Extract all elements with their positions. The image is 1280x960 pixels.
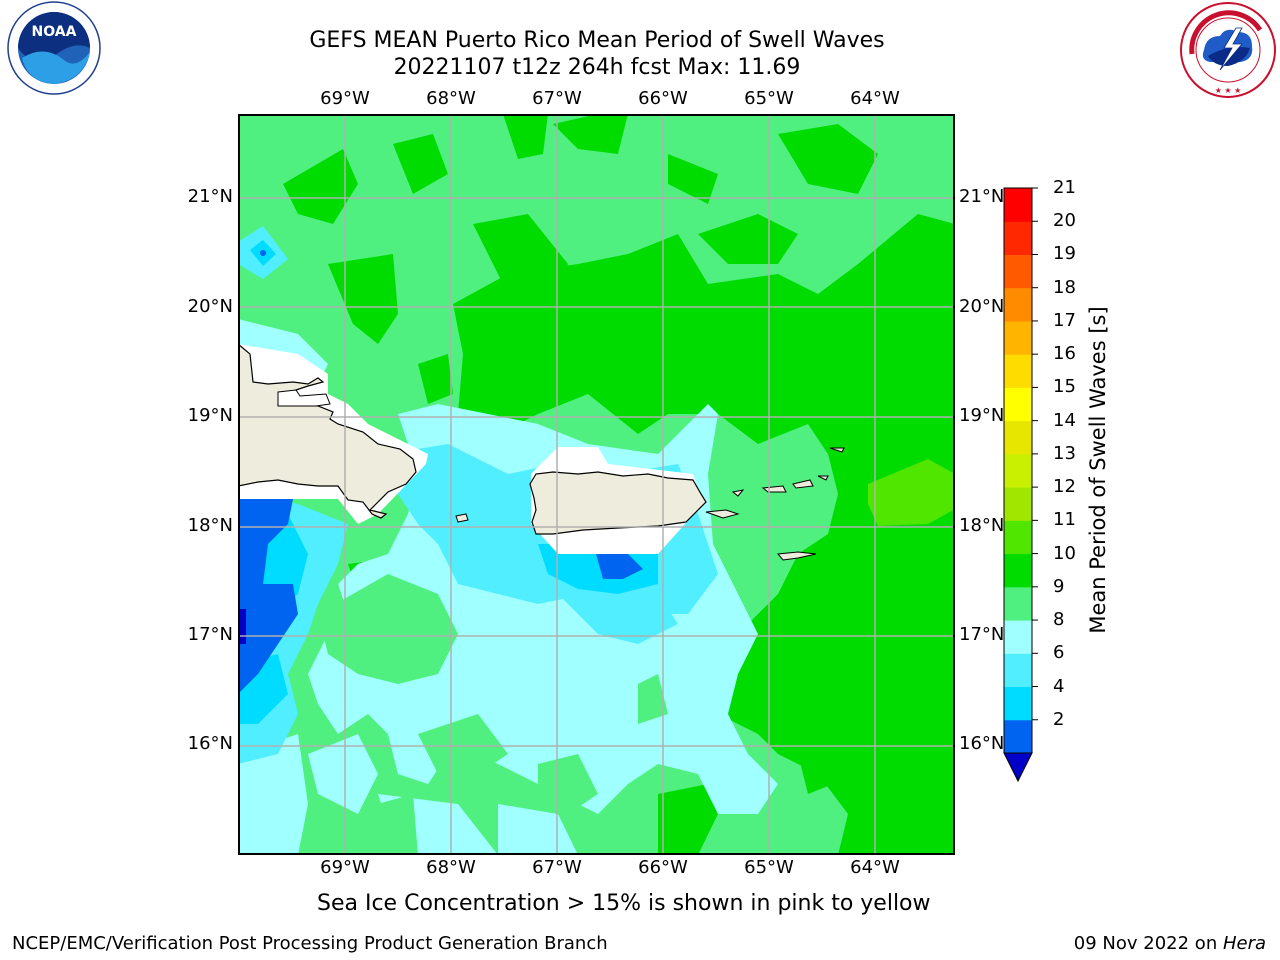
field-spot	[238, 226, 288, 279]
colorbar-tick-label: 11	[1053, 509, 1076, 531]
field-9-10-inner	[318, 574, 668, 855]
lat-label-right: 18°N	[959, 515, 1005, 536]
mona-island	[455, 513, 469, 523]
footer-credit: NCEP/EMC/Verification Post Processing Pr…	[12, 933, 608, 954]
lat-label-left: 20°N	[187, 296, 233, 317]
lon-label-top: 68°W	[426, 88, 476, 109]
lat-label-right: 19°N	[959, 405, 1005, 426]
colorbar-label: Mean Period of Swell Waves [s]	[1086, 306, 1110, 634]
colorbar-swatch	[1004, 354, 1032, 388]
lon-label-bottom: 65°W	[744, 857, 794, 878]
graticule	[238, 114, 955, 855]
colorbar-swatch	[1004, 653, 1032, 688]
sea-ice-note: Sea Ice Concentration > 15% is shown in …	[317, 891, 931, 916]
colorbar-tick-label: 16	[1053, 343, 1076, 365]
lat-label-right: 17°N	[959, 624, 1005, 645]
colorbar-swatch	[1004, 520, 1032, 555]
noaa-logo: NOAA	[7, 1, 101, 95]
colorbar-swatch	[1004, 420, 1032, 455]
colorbar-tick-label: 17	[1053, 309, 1076, 331]
colorbar-tick-label: 9	[1053, 575, 1065, 597]
colorbar-tick-label: 4	[1053, 675, 1065, 697]
colorbar-swatch	[1004, 320, 1032, 355]
field-4-6	[238, 499, 643, 694]
lon-label-bottom: 67°W	[532, 857, 582, 878]
colorbar-tick-label: 6	[1053, 642, 1065, 664]
colorbar-swatch	[1004, 586, 1032, 621]
lat-label-right: 21°N	[959, 186, 1005, 207]
colorbar-tick-label: 18	[1053, 276, 1076, 298]
hispaniola-outline	[277, 389, 331, 407]
lon-label-top: 64°W	[850, 88, 900, 109]
lat-label-left: 16°N	[187, 733, 233, 754]
colorbar-frame	[1003, 187, 1033, 754]
lon-label-top: 66°W	[638, 88, 688, 109]
map-frame	[238, 114, 955, 855]
lat-label-left: 19°N	[187, 405, 233, 426]
colorbar-tick-label: 20	[1053, 210, 1076, 232]
lat-label-left: 21°N	[187, 186, 233, 207]
colorbar-swatch	[1004, 686, 1032, 721]
footer-machine: Hera	[1222, 933, 1266, 954]
noaa-logo-text: NOAA	[32, 24, 77, 40]
lon-label-top: 65°W	[744, 88, 794, 109]
colorbar-tick-label: 10	[1053, 542, 1076, 564]
colorbar-swatch	[1004, 287, 1032, 322]
colorbar-swatch	[1004, 221, 1032, 255]
colorbar-swatch	[1004, 553, 1032, 588]
field-10-11	[283, 114, 955, 855]
colorbar-swatch	[1004, 487, 1032, 521]
colorbar-swatch	[1004, 387, 1032, 422]
lat-label-right: 20°N	[959, 296, 1005, 317]
colorbar-swatch	[1004, 453, 1032, 488]
lon-label-top: 69°W	[320, 88, 370, 109]
field-11-12	[868, 459, 955, 526]
colorbar-tick-label: 2	[1053, 708, 1065, 730]
colorbar-tick-label: 21	[1053, 177, 1076, 198]
lon-label-bottom: 64°W	[850, 857, 900, 878]
lon-label-bottom: 68°W	[426, 857, 476, 878]
lon-label-bottom: 66°W	[638, 857, 688, 878]
colorbar-tick-label: 15	[1053, 376, 1076, 398]
colorbar-tick-label: 19	[1053, 243, 1076, 265]
lat-label-left: 18°N	[187, 515, 233, 536]
footer-date-text: 09 Nov 2022 on	[1073, 933, 1223, 954]
lon-label-top: 67°W	[532, 88, 582, 109]
virgin-islands	[705, 447, 845, 561]
footer-date: 09 Nov 2022 on Hera	[1074, 933, 1266, 955]
colorbar-extend-triangle	[1003, 752, 1033, 783]
colorbar-swatch	[1004, 188, 1032, 222]
lat-label-right: 16°N	[959, 733, 1005, 754]
colorbar-swatch	[1004, 620, 1032, 654]
nws-logo: ★ ★ ★	[1180, 2, 1276, 98]
map-title: GEFS MEAN Puerto Rico Mean Period of Swe…	[309, 28, 885, 53]
swell-period-map	[238, 114, 955, 855]
colorbar-swatch	[1004, 254, 1032, 289]
colorbar-tick-label: 14	[1053, 409, 1076, 431]
lon-label-bottom: 69°W	[320, 857, 370, 878]
lat-label-left: 17°N	[187, 624, 233, 645]
colorbar-tick-label: 13	[1053, 442, 1076, 464]
colorbar-swatch	[1004, 719, 1032, 754]
colorbar-tick-label: 8	[1053, 609, 1065, 631]
colorbar	[1003, 187, 1038, 783]
colorbar-tick-label: 12	[1053, 476, 1076, 498]
star-icon: ★ ★ ★	[1215, 86, 1242, 95]
hispaniola	[238, 343, 417, 519]
map-subtitle: 20221107 t12z 264h fcst Max: 11.69	[393, 55, 801, 80]
puerto-rico	[529, 471, 707, 535]
